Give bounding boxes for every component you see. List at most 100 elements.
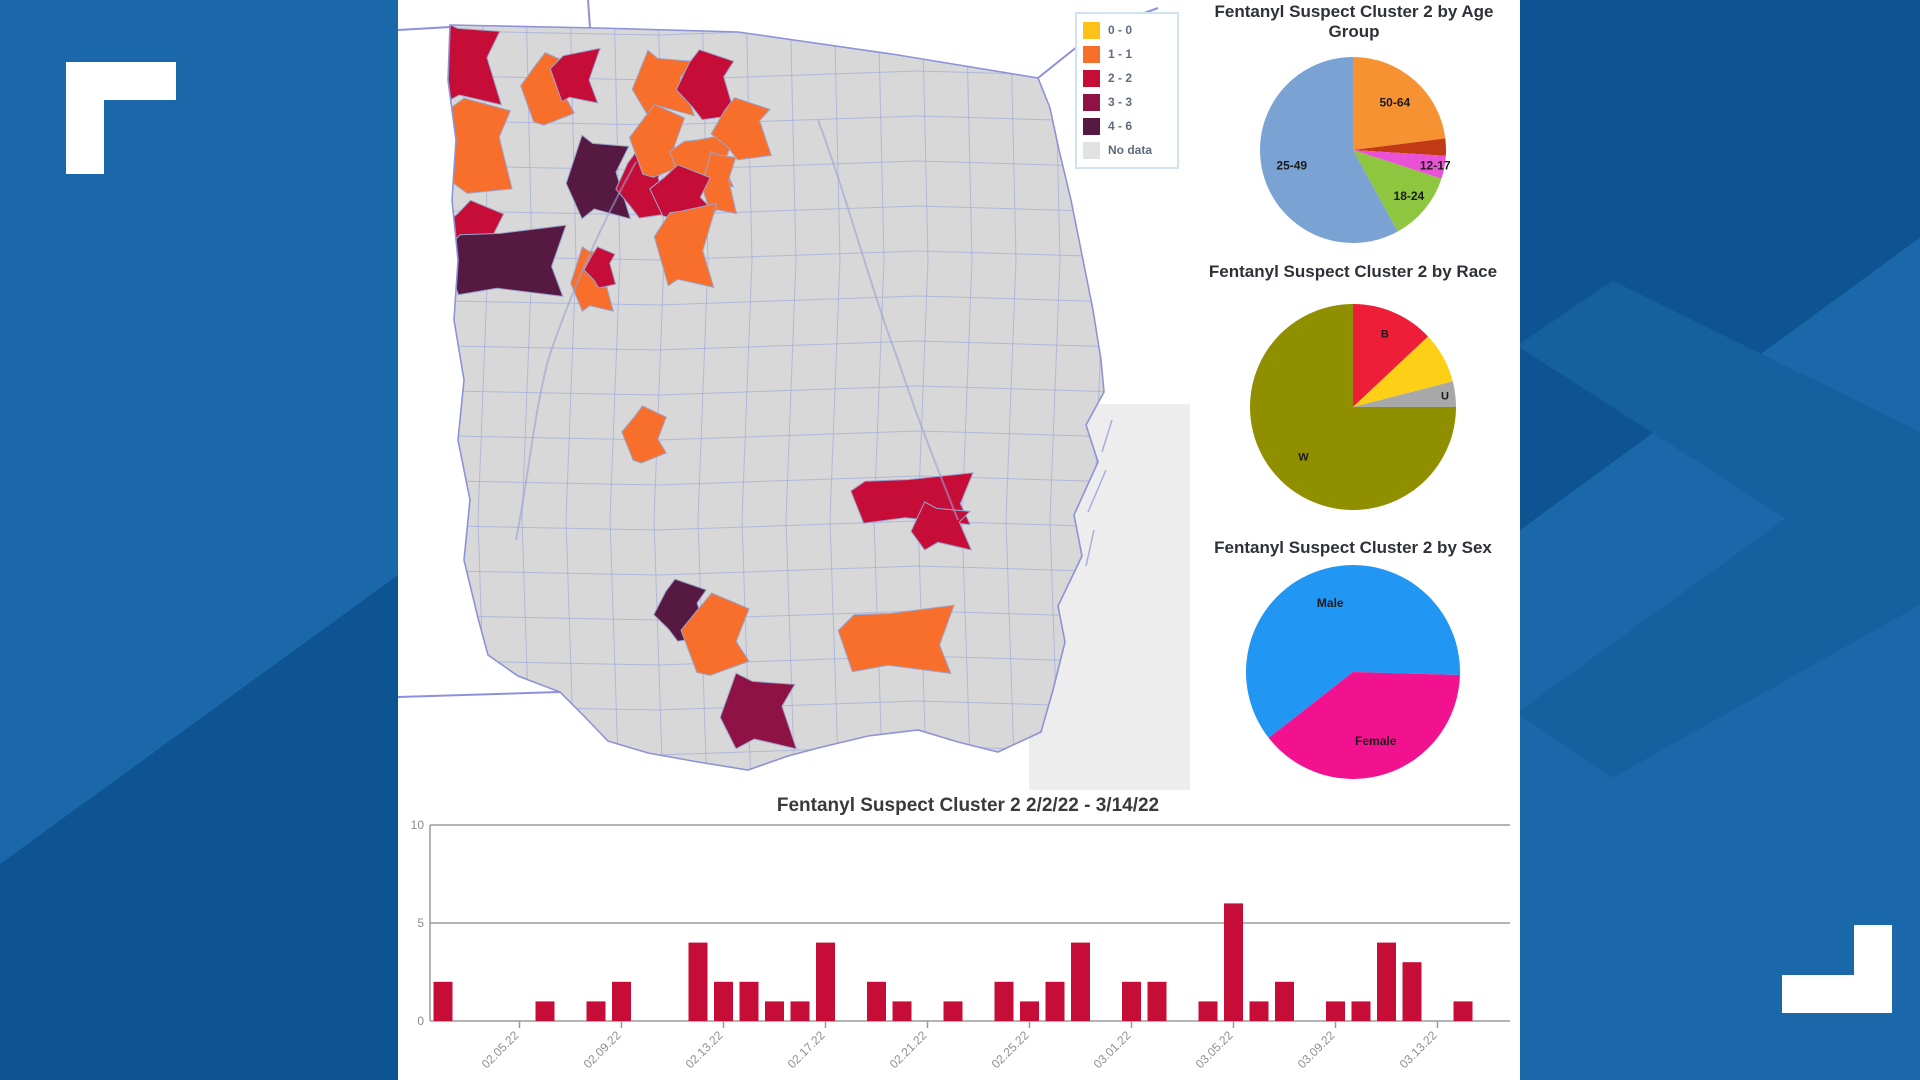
y-axis-label: 5 [417,916,424,930]
legend-label: 2 - 2 [1108,71,1133,85]
legend-label: No data [1108,143,1153,157]
corner-bracket-top-left [66,62,176,174]
bar [1275,981,1294,1021]
pie-slice-label: Female [1355,734,1397,748]
bar [1147,981,1167,1021]
bar [867,981,886,1021]
county [565,134,632,220]
y-axis-label: 10 [411,818,425,832]
x-tick-label: 02.21.22 [887,1028,930,1071]
bar [1045,981,1065,1021]
x-tick-label: 02.13.22 [683,1028,726,1071]
legend-item: 4 - 6 [1083,114,1171,138]
county [631,49,696,117]
legend-swatch [1083,141,1100,159]
county [700,150,738,215]
pie-slice-label: 50-64 [1379,96,1410,110]
pie-1: 50-64 12-17 18-24 25-49 [1260,57,1451,243]
chart-grid [429,824,1510,1022]
bar [816,942,835,1021]
pie-slice [1260,57,1398,243]
bar [1402,962,1422,1021]
bar [1122,981,1141,1021]
pie-slice-label: B [1381,328,1389,340]
bar [1453,1001,1473,1021]
legend-label: 3 - 3 [1108,95,1133,109]
bar [535,1001,555,1021]
pie-slice-label: 25-49 [1276,159,1307,173]
pie-slice [1250,304,1456,510]
legend-swatch [1083,93,1100,111]
georgia-county-choropleth-map [398,0,1190,790]
county [837,604,955,675]
age-pie-title: Fentanyl Suspect Cluster 2 by Age Group [1214,2,1494,41]
legend-swatch [1083,45,1100,63]
bar [612,981,631,1021]
bar [892,1001,912,1021]
county [653,202,718,288]
bar [1224,903,1243,1021]
county [448,25,503,106]
race-pie-title: Fentanyl Suspect Cluster 2 by Race [1208,262,1498,281]
timeline-bar-chart: 0 5 10 02.05.22 02.09.22 02.13.22 02.17.22 02.2… [411,818,1510,1071]
bar [714,981,733,1021]
pie-slice-label: Male [1317,596,1344,610]
bar [739,981,759,1021]
bar [790,1001,810,1021]
county [680,592,750,676]
state-outline [447,24,1105,771]
y-axis-label: 0 [417,1014,424,1028]
x-tick-label: 02.25.22 [989,1028,1032,1071]
pie-slice [1245,565,1460,738]
legend-item: No data [1083,138,1171,162]
bar [1377,942,1396,1021]
legend-label: 1 - 1 [1108,47,1133,61]
bar [765,1001,784,1021]
bar [1020,1001,1039,1021]
bar [994,981,1014,1021]
bar [1249,1001,1269,1021]
pie-slice [1353,57,1446,150]
legend-label: 0 - 0 [1108,23,1133,37]
bar [1326,1001,1345,1021]
pie-charts: 50-64 12-17 18-24 25-49 B U W Male Female [1245,57,1460,779]
bar [433,981,453,1021]
bar [1198,1001,1218,1021]
bar [1071,942,1090,1021]
pie-slice [1268,672,1460,779]
river-lines [515,119,959,541]
legend-swatch [1083,21,1100,39]
pie-slice [1353,336,1453,407]
bar [586,1001,606,1021]
pie-slice-label: 12-17 [1420,159,1451,173]
pie-slice [1353,381,1456,407]
x-tick-label: 03.05.22 [1193,1028,1236,1071]
pie-slice [1353,150,1442,232]
bar-chart-title: Fentanyl Suspect Cluster 2 2/2/22 - 3/14… [776,795,1160,816]
legend-swatch [1083,69,1100,87]
dashboard-panel: 0 - 0 1 - 1 2 - 2 3 - 3 4 - 6 No data Fentany… [398,0,1520,1080]
pie-slice [1353,138,1446,156]
x-tick-label: 02.09.22 [581,1028,624,1071]
pie-slice-label: W [1298,452,1309,464]
bar [688,942,708,1021]
county [719,672,798,750]
bar [943,1001,963,1021]
legend-item: 3 - 3 [1083,90,1171,114]
pie-slice-label: U [1441,390,1449,402]
legend-swatch [1083,117,1100,135]
legend-item: 0 - 0 [1083,18,1171,42]
bar [1351,1001,1371,1021]
pie-slice [1353,150,1446,179]
sex-pie-title: Fentanyl Suspect Cluster 2 by Sex [1214,538,1492,557]
pie-2: B U W [1250,304,1456,510]
county [583,246,617,289]
x-tick-label: 03.01.22 [1091,1028,1134,1071]
county [621,405,667,464]
county [549,47,601,104]
pie-slice-label: 18-24 [1394,189,1425,203]
legend-label: 4 - 6 [1108,119,1133,133]
pie-slice [1353,304,1429,407]
x-tick-label: 03.13.22 [1397,1028,1440,1071]
